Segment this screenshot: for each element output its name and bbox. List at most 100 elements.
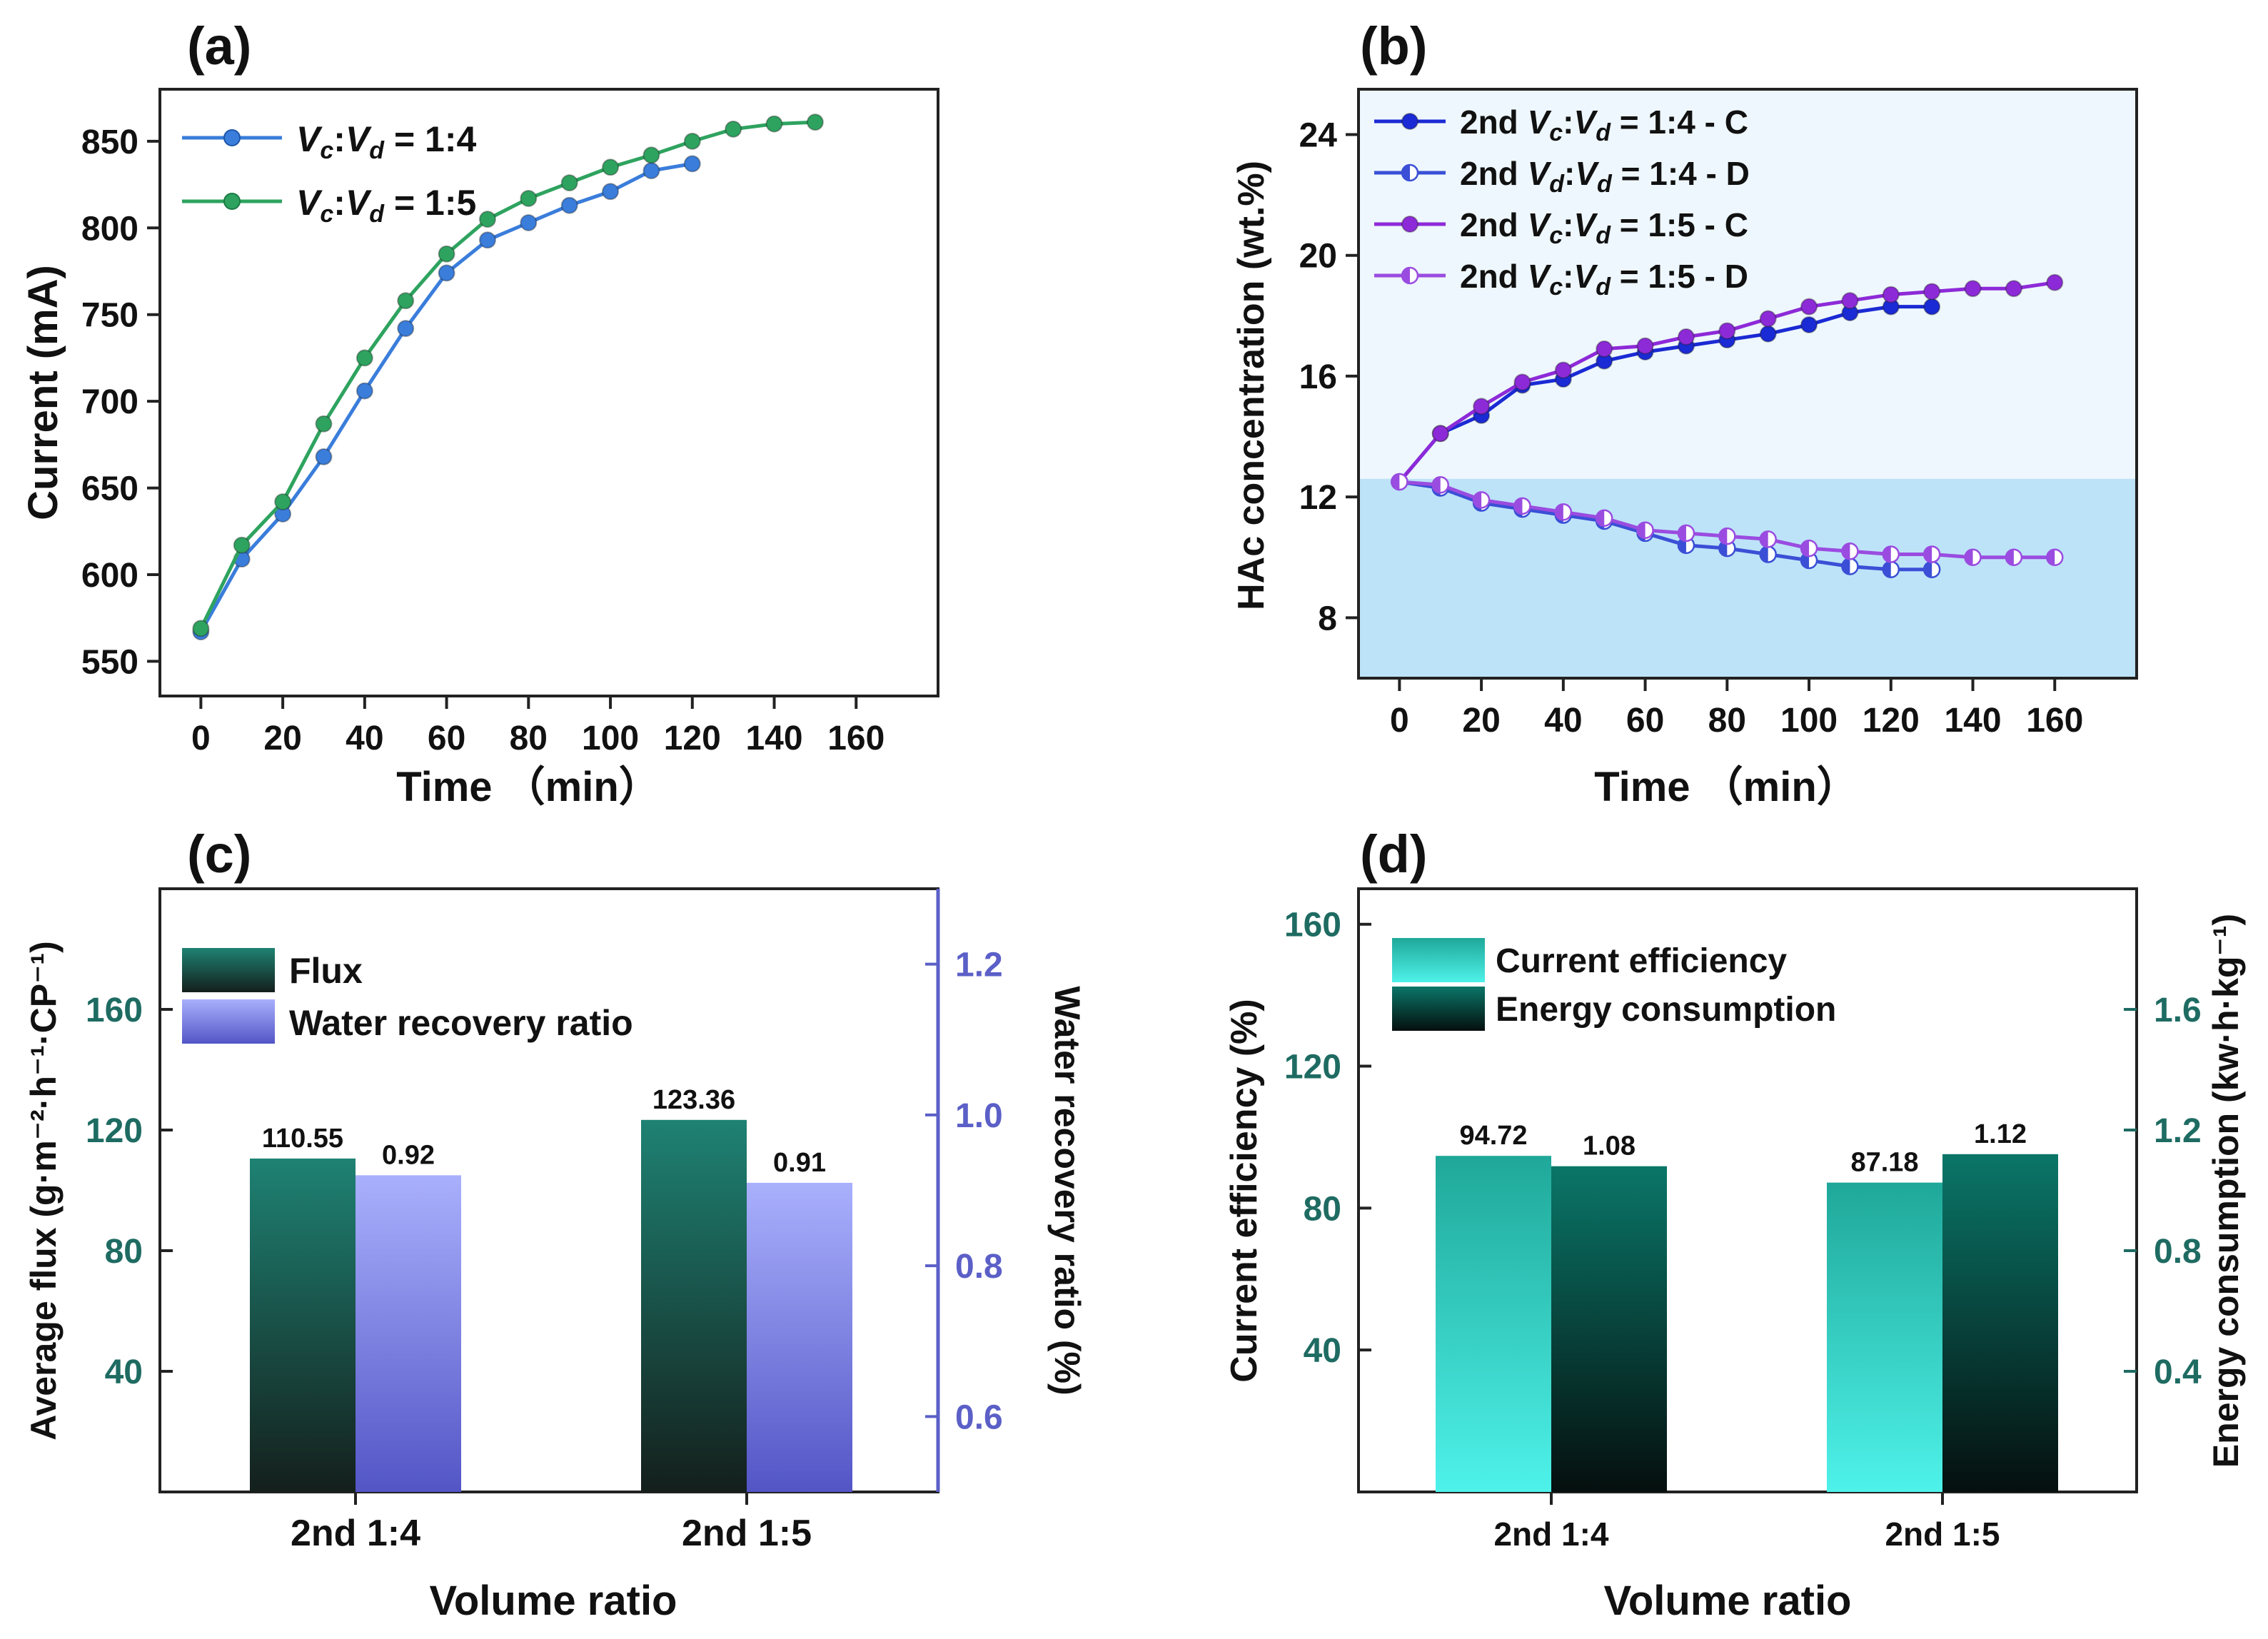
panel-b-plot-frame xyxy=(1357,88,2138,680)
series-3-point xyxy=(1759,310,1777,328)
series-3-point xyxy=(1554,361,1572,379)
legend-c-swatch-flux xyxy=(182,948,275,992)
x-tick-label: 60 xyxy=(428,720,465,757)
bar-value-label: 1.12 xyxy=(1974,1119,2027,1149)
panel-d-y2-ticks: 0.4 0.8 1.2 1.6 xyxy=(2124,992,2202,1391)
y-tick-label: 16 xyxy=(1299,358,1337,396)
series-3-point xyxy=(2046,273,2064,291)
legend-b-label-3: 2nd Vc:Vd = 1:5 - C xyxy=(1460,206,1748,249)
panel-a-legend: Vc:Vd = 1:4 Vc:Vd = 1:5 xyxy=(182,119,477,228)
series-1-point xyxy=(520,214,538,231)
y-tick-label: 650 xyxy=(81,470,138,508)
panel-d-legend: Current efficiency Energy consumption xyxy=(1392,938,1836,1031)
x-tick-label: 80 xyxy=(510,720,548,757)
series-4-point-fill xyxy=(1801,540,1810,557)
series-4-point-fill xyxy=(1719,528,1728,545)
category-label: 2nd 1:4 xyxy=(1493,1516,1608,1553)
series-4-point-fill xyxy=(1432,477,1441,493)
series-4-point-fill xyxy=(1760,531,1768,548)
legend-text-sep: : xyxy=(1563,206,1573,243)
legend-d-swatch-efficiency xyxy=(1392,938,1485,982)
bar-right-axis xyxy=(356,1175,461,1492)
legend-text-sub: d xyxy=(1596,273,1611,301)
legend-text-sub: d xyxy=(1596,222,1611,249)
legend-text-var: V xyxy=(1574,206,1598,243)
panel-d: (d) 40 80 120 160 0.4 0.8 1.2 1.6 94.72 1.08 87.… xyxy=(1224,824,2246,1624)
panel-a-label: (a) xyxy=(187,16,251,76)
series-2-point xyxy=(683,132,701,150)
legend-text-var: V xyxy=(1574,258,1598,295)
series-2-point xyxy=(397,292,415,310)
panel-a-y-ticks: 550 600 650 700 750 800 850 xyxy=(81,123,160,681)
series-4-point-fill xyxy=(1514,498,1523,514)
y-tick-label: 700 xyxy=(81,383,138,421)
bar-value-label: 0.91 xyxy=(773,1148,826,1178)
legend-text-sub: d xyxy=(1549,171,1565,198)
legend-text-var: V xyxy=(1528,155,1552,192)
y-tick-label: 800 xyxy=(81,210,138,248)
series-2-point xyxy=(315,415,333,433)
legend-text-var: V xyxy=(1528,206,1552,243)
legend-text-sub: d xyxy=(369,137,385,164)
series-2-point xyxy=(806,114,824,131)
y-tick-label: 120 xyxy=(1284,1049,1341,1086)
legend-b-marker-4-fill xyxy=(1402,268,1410,283)
series-2-point xyxy=(192,620,210,637)
legend-text-sub: c xyxy=(1549,119,1563,146)
series-4-point-fill xyxy=(1596,510,1605,526)
bar-value-label: 1.08 xyxy=(1583,1131,1636,1161)
legend-a-label-2: Vc:Vd = 1:5 xyxy=(296,183,476,228)
series-3-point xyxy=(1431,425,1449,443)
legend-a-marker-1 xyxy=(223,129,241,146)
y2-tick-label: 0.8 xyxy=(2154,1233,2202,1271)
category-label: 2nd 1:4 xyxy=(291,1513,420,1554)
legend-d-label-efficiency: Current efficiency xyxy=(1496,942,1787,980)
series-1-point xyxy=(1800,316,1818,333)
legend-text-var: V xyxy=(296,119,323,159)
y2-tick-label: 1.6 xyxy=(2154,992,2202,1029)
y2-tick-label: 1.2 xyxy=(955,947,1003,984)
x-tick-label: 20 xyxy=(263,720,301,757)
legend-text-var: V xyxy=(296,183,323,223)
series-1-point xyxy=(642,162,660,180)
legend-d-label-energy: Energy consumption xyxy=(1496,991,1836,1029)
legend-b-marker-1 xyxy=(1401,113,1418,130)
legend-text-prefix: 2nd xyxy=(1460,104,1528,141)
bar-left-axis xyxy=(1436,1156,1551,1492)
series-1-point xyxy=(683,155,701,173)
panel-c-y2-axis-label: Water recovery ratio (%) xyxy=(1047,986,1087,1395)
y-tick-label: 550 xyxy=(81,643,138,681)
panel-c-legend: Flux Water recovery ratio xyxy=(182,948,633,1044)
x-tick-label: 80 xyxy=(1708,702,1746,740)
series-2-point xyxy=(642,146,660,164)
panel-d-label: (d) xyxy=(1360,824,1428,884)
series-1-line xyxy=(199,161,693,633)
series-4-point-fill xyxy=(1555,504,1563,520)
legend-text-var: V xyxy=(1528,104,1552,141)
legend-text-sub: d xyxy=(1597,171,1613,198)
bar-right-axis xyxy=(1942,1154,2058,1492)
y-tick-label: 40 xyxy=(105,1353,143,1391)
series-3-point xyxy=(1513,373,1531,391)
series-1-point xyxy=(397,320,415,338)
legend-text-sep: : xyxy=(1564,155,1575,192)
series-1-point xyxy=(478,231,496,249)
series-2-point xyxy=(520,190,538,207)
legend-b-marker-2-fill xyxy=(1402,165,1410,181)
bar-value-label: 0.92 xyxy=(382,1140,435,1170)
category-label: 2nd 1:5 xyxy=(1885,1516,2000,1553)
y-tick-label: 8 xyxy=(1318,600,1337,637)
panel-c-y-ticks: 40 80 120 160 xyxy=(86,992,173,1391)
y2-tick-label: 0.8 xyxy=(955,1248,1003,1286)
bar-value-label: 87.18 xyxy=(1850,1148,1918,1178)
series-4-point-fill xyxy=(1391,474,1400,490)
y-tick-label: 80 xyxy=(105,1233,143,1271)
y2-tick-label: 0.4 xyxy=(2154,1353,2202,1391)
series-1-point xyxy=(560,196,578,214)
x-tick-label: 40 xyxy=(346,720,383,757)
panel-a: (a) 0 20 40 60 80 100 120 140 160 550 600 650 700 75… xyxy=(20,16,939,810)
legend-text-sub: d xyxy=(1596,119,1611,146)
series-1-point xyxy=(356,382,373,400)
y-tick-label: 120 xyxy=(86,1112,143,1150)
